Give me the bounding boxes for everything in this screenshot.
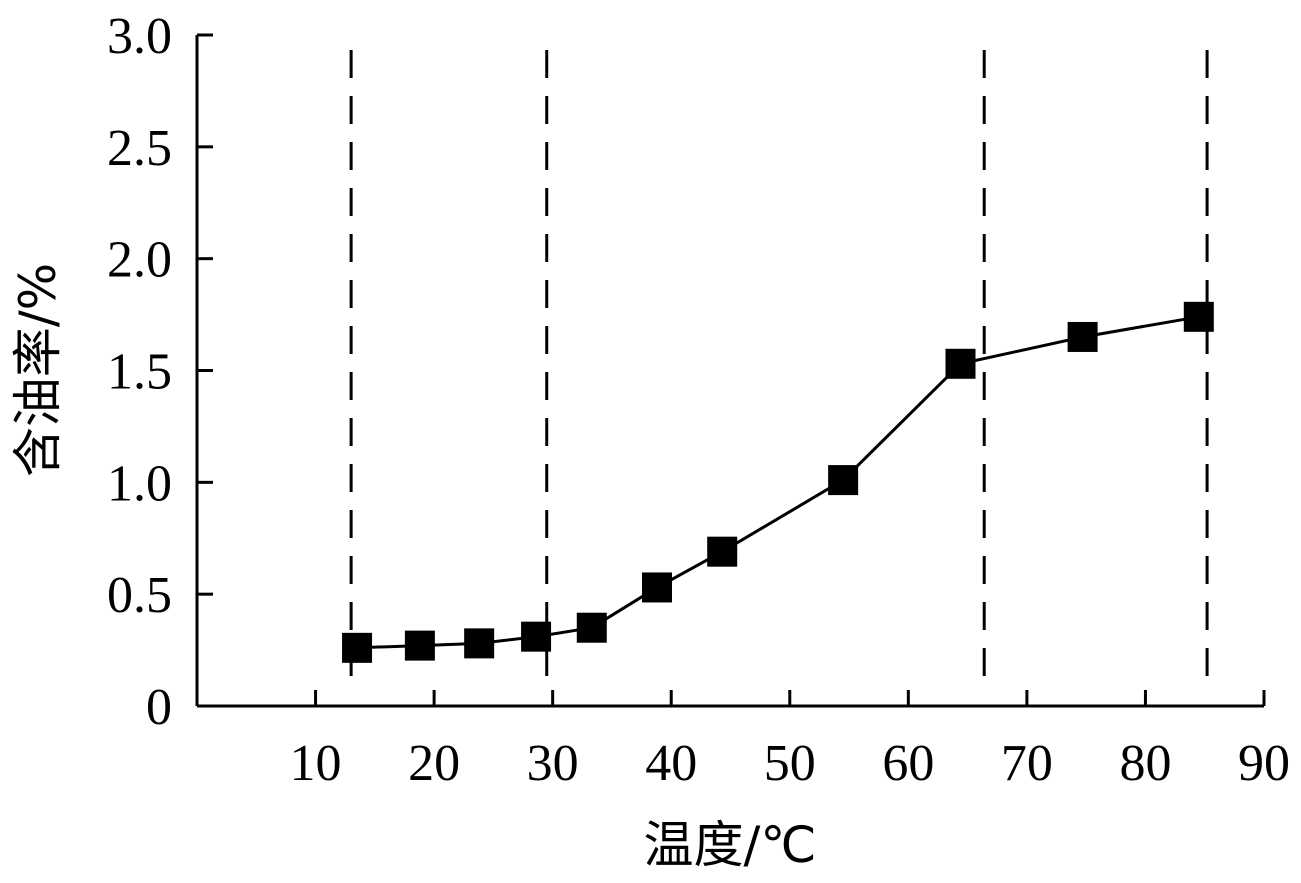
y-tick-label-3: 1.5	[107, 344, 172, 401]
x-axis-ticks: 10 20 30 40 50 60 70 80 90	[290, 690, 1290, 792]
x-tick-label-20: 20	[408, 735, 460, 792]
x-tick-label-50: 50	[764, 735, 816, 792]
x-tick-label-80: 80	[1119, 735, 1171, 792]
y-tick-label-2: 1.0	[107, 455, 172, 512]
series-line-1	[356, 315, 1200, 650]
y-tick-label-6: 3.0	[107, 8, 172, 65]
data-point-7	[707, 536, 738, 567]
x-tick-label-30: 30	[527, 735, 579, 792]
y-tick-label-1: 0.5	[107, 567, 172, 624]
data-point-2	[404, 630, 435, 661]
data-point-10	[1067, 321, 1098, 352]
x-tick-label-40: 40	[645, 735, 697, 792]
data-point-9	[945, 348, 976, 379]
y-axis-title: 含油率/%	[9, 263, 67, 477]
data-point-4	[521, 621, 552, 652]
y-tick-label-4: 2.0	[107, 232, 172, 289]
data-point-3	[464, 628, 495, 659]
data-series	[342, 301, 1214, 663]
x-tick-label-90: 90	[1238, 735, 1290, 792]
y-axis-ticks: 0 0.5 1.0 1.5 2.0 2.5 3.0	[107, 8, 213, 736]
x-tick-label-10: 10	[290, 735, 342, 792]
x-tick-label-70: 70	[1001, 735, 1053, 792]
x-tick-label-60: 60	[882, 735, 934, 792]
axes	[195, 35, 1264, 708]
y-tick-label-5: 2.5	[107, 120, 172, 177]
data-point-8	[828, 465, 859, 496]
data-point-1	[342, 632, 373, 663]
data-point-11	[1183, 301, 1214, 332]
data-point-5	[576, 612, 607, 643]
x-axis-title: 温度/℃	[644, 816, 817, 874]
reference-lines	[349, 50, 1209, 688]
y-tick-label-0: 0	[146, 679, 172, 736]
data-point-6	[641, 572, 672, 603]
